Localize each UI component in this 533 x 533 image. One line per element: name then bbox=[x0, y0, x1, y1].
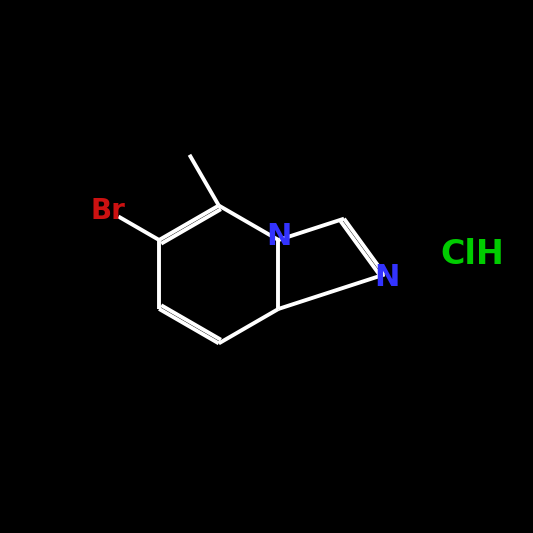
Text: N: N bbox=[266, 222, 291, 251]
Text: ClH: ClH bbox=[440, 238, 504, 271]
Text: Br: Br bbox=[91, 197, 126, 225]
Text: N: N bbox=[375, 263, 400, 292]
